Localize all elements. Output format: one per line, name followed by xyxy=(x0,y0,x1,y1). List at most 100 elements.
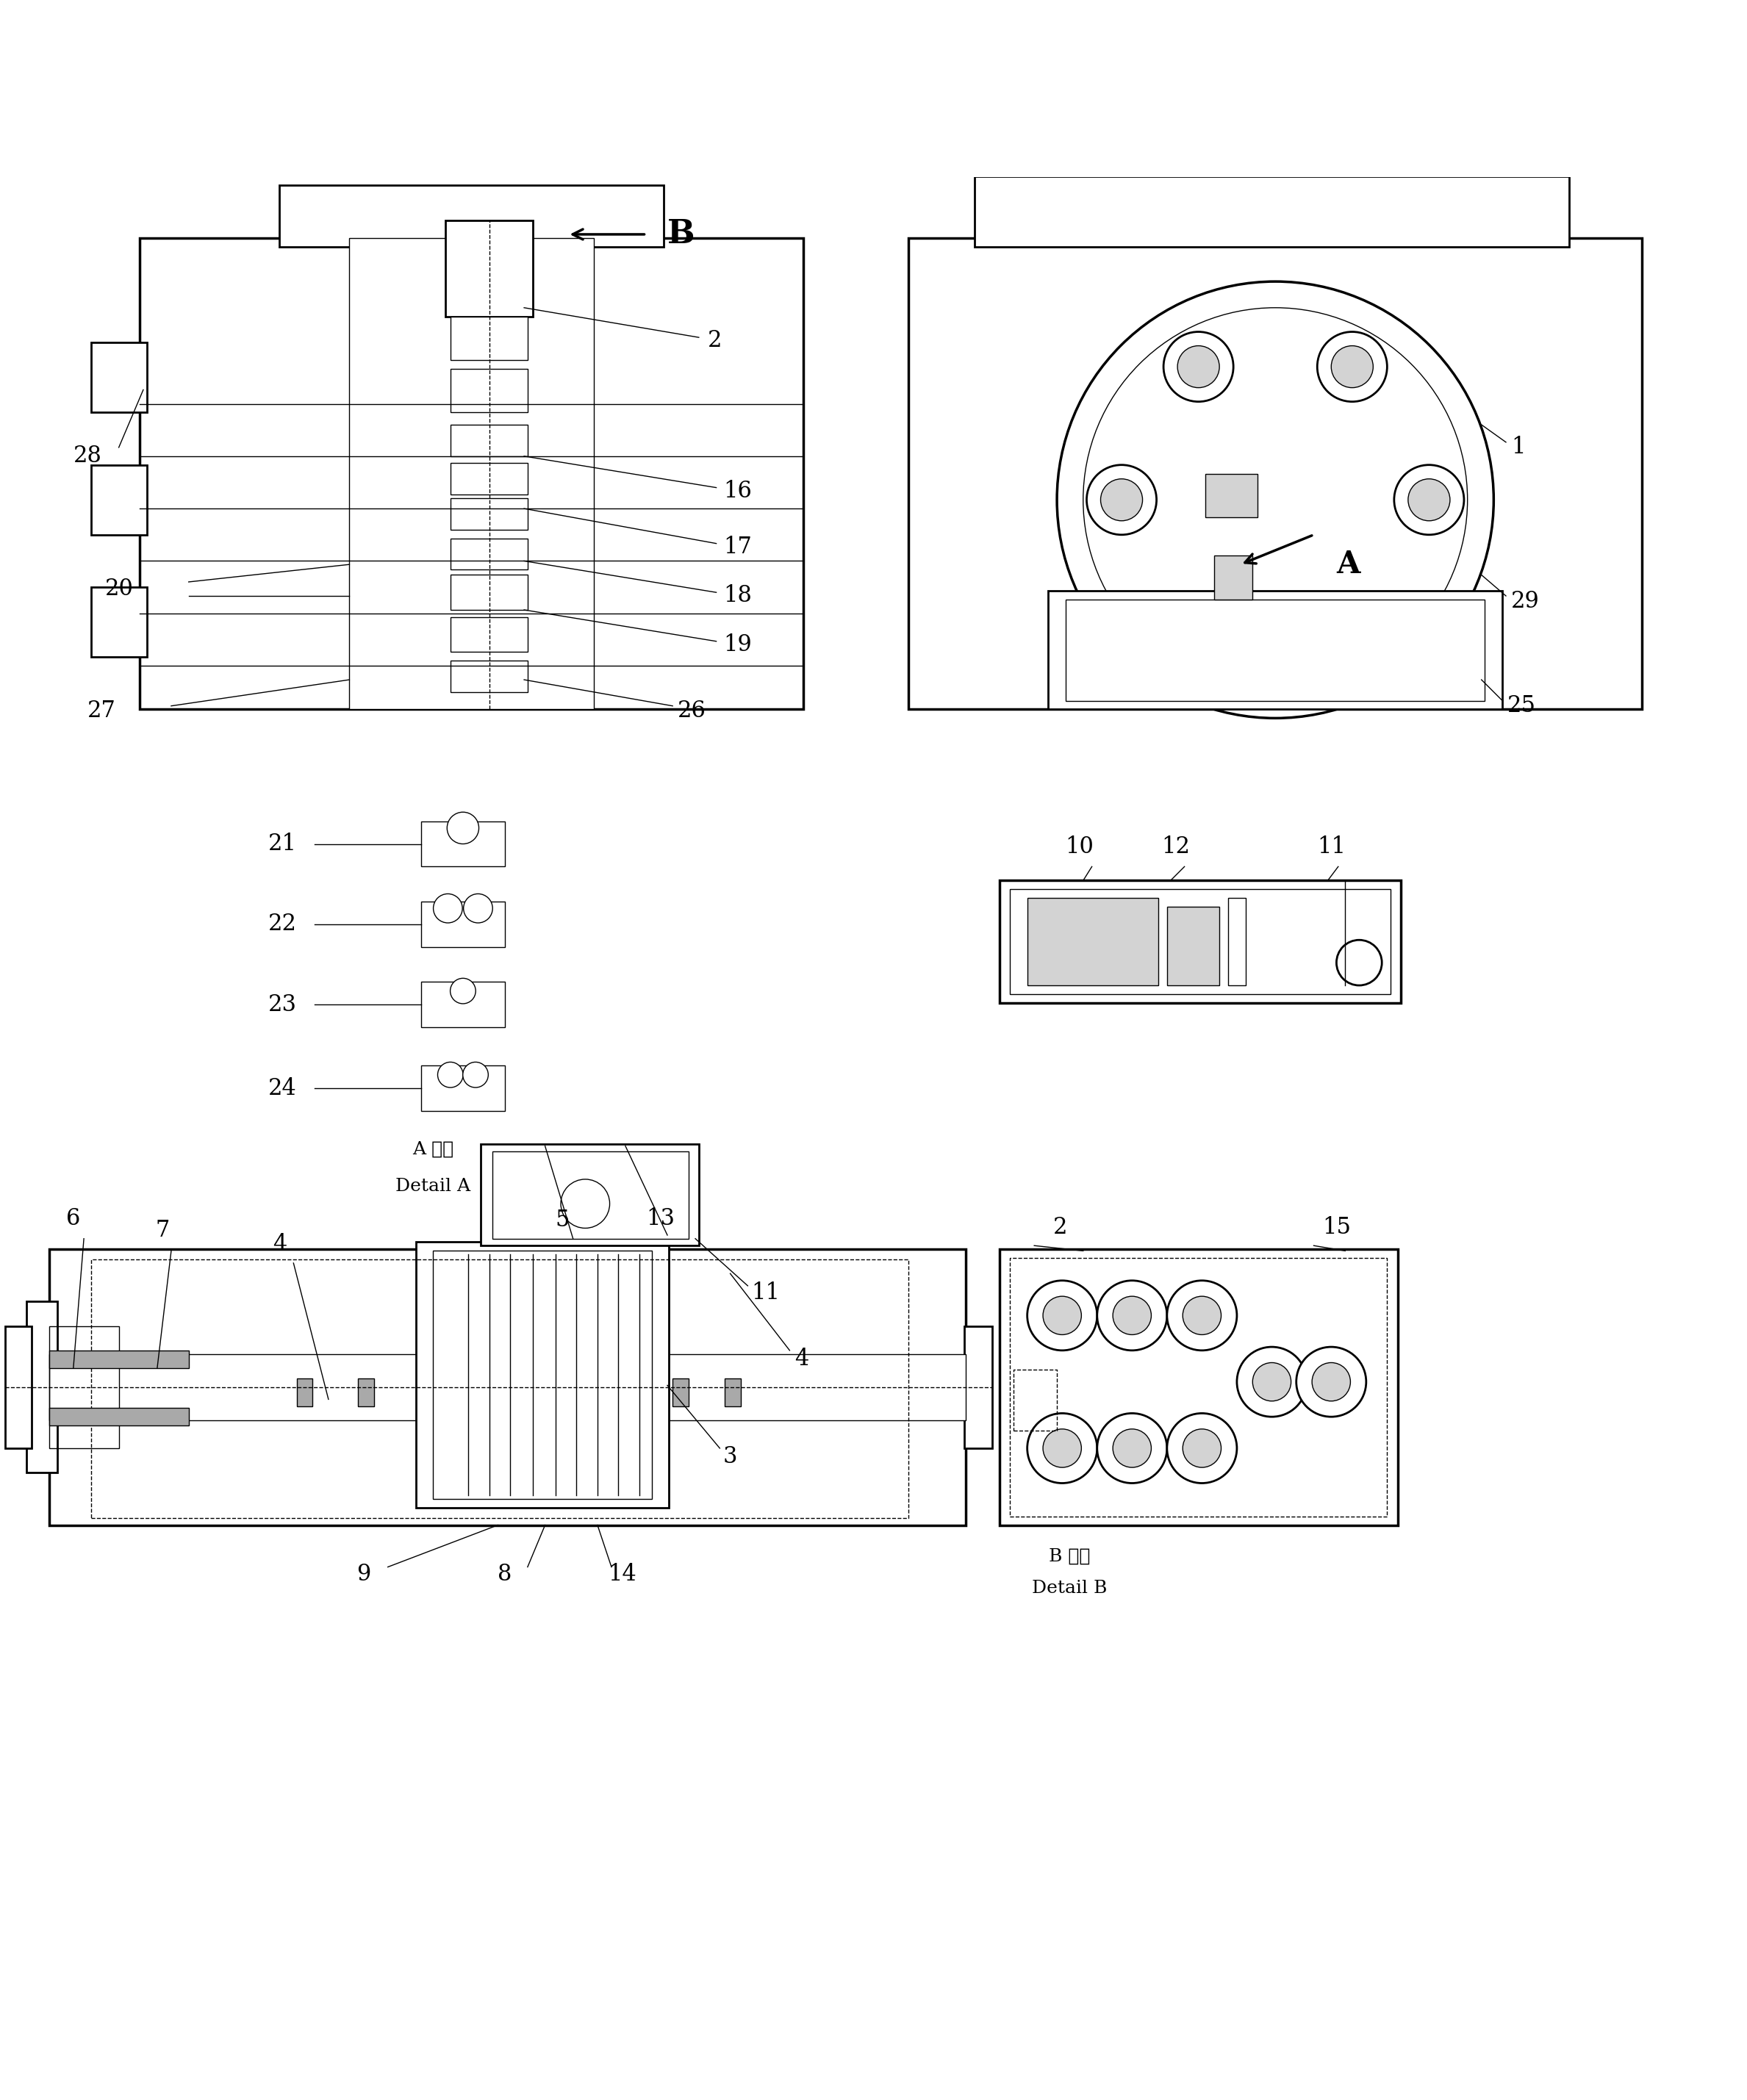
Text: B: B xyxy=(667,218,695,250)
Circle shape xyxy=(463,1063,487,1088)
Bar xyxy=(1010,888,1391,993)
Circle shape xyxy=(1113,1296,1151,1336)
Text: A: A xyxy=(1336,548,1361,580)
Text: 10: 10 xyxy=(1066,836,1094,859)
Bar xyxy=(451,370,528,412)
Bar xyxy=(421,901,505,947)
Text: B 詳細: B 詳細 xyxy=(1048,1548,1090,1564)
Text: 11: 11 xyxy=(1317,836,1345,859)
Bar xyxy=(1013,1369,1057,1430)
Text: 17: 17 xyxy=(723,536,751,559)
Bar xyxy=(5,1325,31,1449)
Text: 27: 27 xyxy=(87,699,115,722)
Bar xyxy=(999,880,1401,1004)
Text: 15: 15 xyxy=(1322,1216,1350,1239)
Text: 4: 4 xyxy=(795,1348,809,1371)
Text: 23: 23 xyxy=(269,993,297,1016)
Bar xyxy=(280,185,664,246)
Circle shape xyxy=(1183,1296,1221,1336)
Bar xyxy=(1048,590,1502,710)
Bar xyxy=(1167,907,1219,985)
Text: 3: 3 xyxy=(723,1445,737,1468)
Text: 6: 6 xyxy=(66,1208,80,1231)
Circle shape xyxy=(1097,1413,1167,1483)
Bar xyxy=(908,237,1642,710)
Bar xyxy=(91,342,147,412)
Circle shape xyxy=(1027,1281,1097,1350)
Bar xyxy=(421,821,505,867)
Bar xyxy=(358,1378,374,1407)
Circle shape xyxy=(1164,598,1233,668)
Circle shape xyxy=(451,979,475,1004)
Circle shape xyxy=(561,1180,610,1228)
Bar xyxy=(91,464,147,536)
Circle shape xyxy=(463,895,493,922)
Text: 9: 9 xyxy=(356,1562,370,1586)
Text: 22: 22 xyxy=(269,914,297,937)
Bar xyxy=(999,1250,1398,1525)
Text: 28: 28 xyxy=(73,445,101,468)
Circle shape xyxy=(1167,1281,1237,1350)
Text: 25: 25 xyxy=(1508,695,1536,718)
Bar xyxy=(451,424,528,456)
Bar xyxy=(433,1252,652,1499)
Circle shape xyxy=(1317,332,1387,401)
Bar xyxy=(480,1144,699,1245)
Circle shape xyxy=(1097,1281,1167,1350)
Circle shape xyxy=(1183,1428,1221,1468)
Bar xyxy=(91,588,147,657)
Bar xyxy=(451,538,528,569)
Circle shape xyxy=(1296,1346,1366,1418)
Text: 11: 11 xyxy=(751,1281,779,1304)
Text: 13: 13 xyxy=(646,1208,674,1231)
Bar xyxy=(1010,1258,1387,1516)
Bar xyxy=(1066,598,1485,701)
Bar xyxy=(451,617,528,651)
Bar xyxy=(1214,556,1253,598)
Text: 16: 16 xyxy=(723,479,751,502)
Bar xyxy=(1228,899,1246,985)
Text: 7: 7 xyxy=(155,1220,169,1241)
Bar xyxy=(445,220,533,317)
Bar xyxy=(140,237,804,710)
Bar xyxy=(1205,475,1258,517)
Bar xyxy=(416,1241,669,1508)
Circle shape xyxy=(1408,479,1450,521)
Text: 5: 5 xyxy=(556,1210,570,1231)
Bar xyxy=(91,1260,908,1518)
Circle shape xyxy=(1164,332,1233,401)
Bar xyxy=(1027,899,1158,985)
Bar xyxy=(964,1325,992,1449)
Bar xyxy=(49,1250,966,1525)
Circle shape xyxy=(1177,346,1219,388)
Bar xyxy=(421,1065,505,1111)
Circle shape xyxy=(1237,1346,1307,1418)
Circle shape xyxy=(1177,611,1219,653)
Circle shape xyxy=(1253,1363,1291,1401)
Text: 29: 29 xyxy=(1511,590,1539,613)
Text: 1: 1 xyxy=(1511,437,1525,458)
Bar xyxy=(673,1378,688,1407)
Circle shape xyxy=(1331,611,1373,653)
Circle shape xyxy=(1312,1363,1350,1401)
Circle shape xyxy=(1057,281,1494,718)
Text: 4: 4 xyxy=(273,1233,287,1256)
Bar xyxy=(297,1378,313,1407)
Bar xyxy=(451,317,528,359)
Bar xyxy=(49,1407,189,1426)
Bar xyxy=(451,662,528,693)
Bar xyxy=(493,1151,688,1239)
Circle shape xyxy=(1394,464,1464,536)
Bar xyxy=(451,575,528,609)
Circle shape xyxy=(1087,464,1157,536)
Bar xyxy=(49,1350,189,1367)
Bar xyxy=(975,176,1569,246)
Circle shape xyxy=(1027,1413,1097,1483)
Bar xyxy=(421,983,505,1027)
Text: 19: 19 xyxy=(723,634,751,655)
Circle shape xyxy=(1331,346,1373,388)
Bar xyxy=(49,1325,119,1449)
Bar xyxy=(725,1378,741,1407)
Text: 2: 2 xyxy=(1053,1216,1067,1239)
Circle shape xyxy=(433,895,463,922)
